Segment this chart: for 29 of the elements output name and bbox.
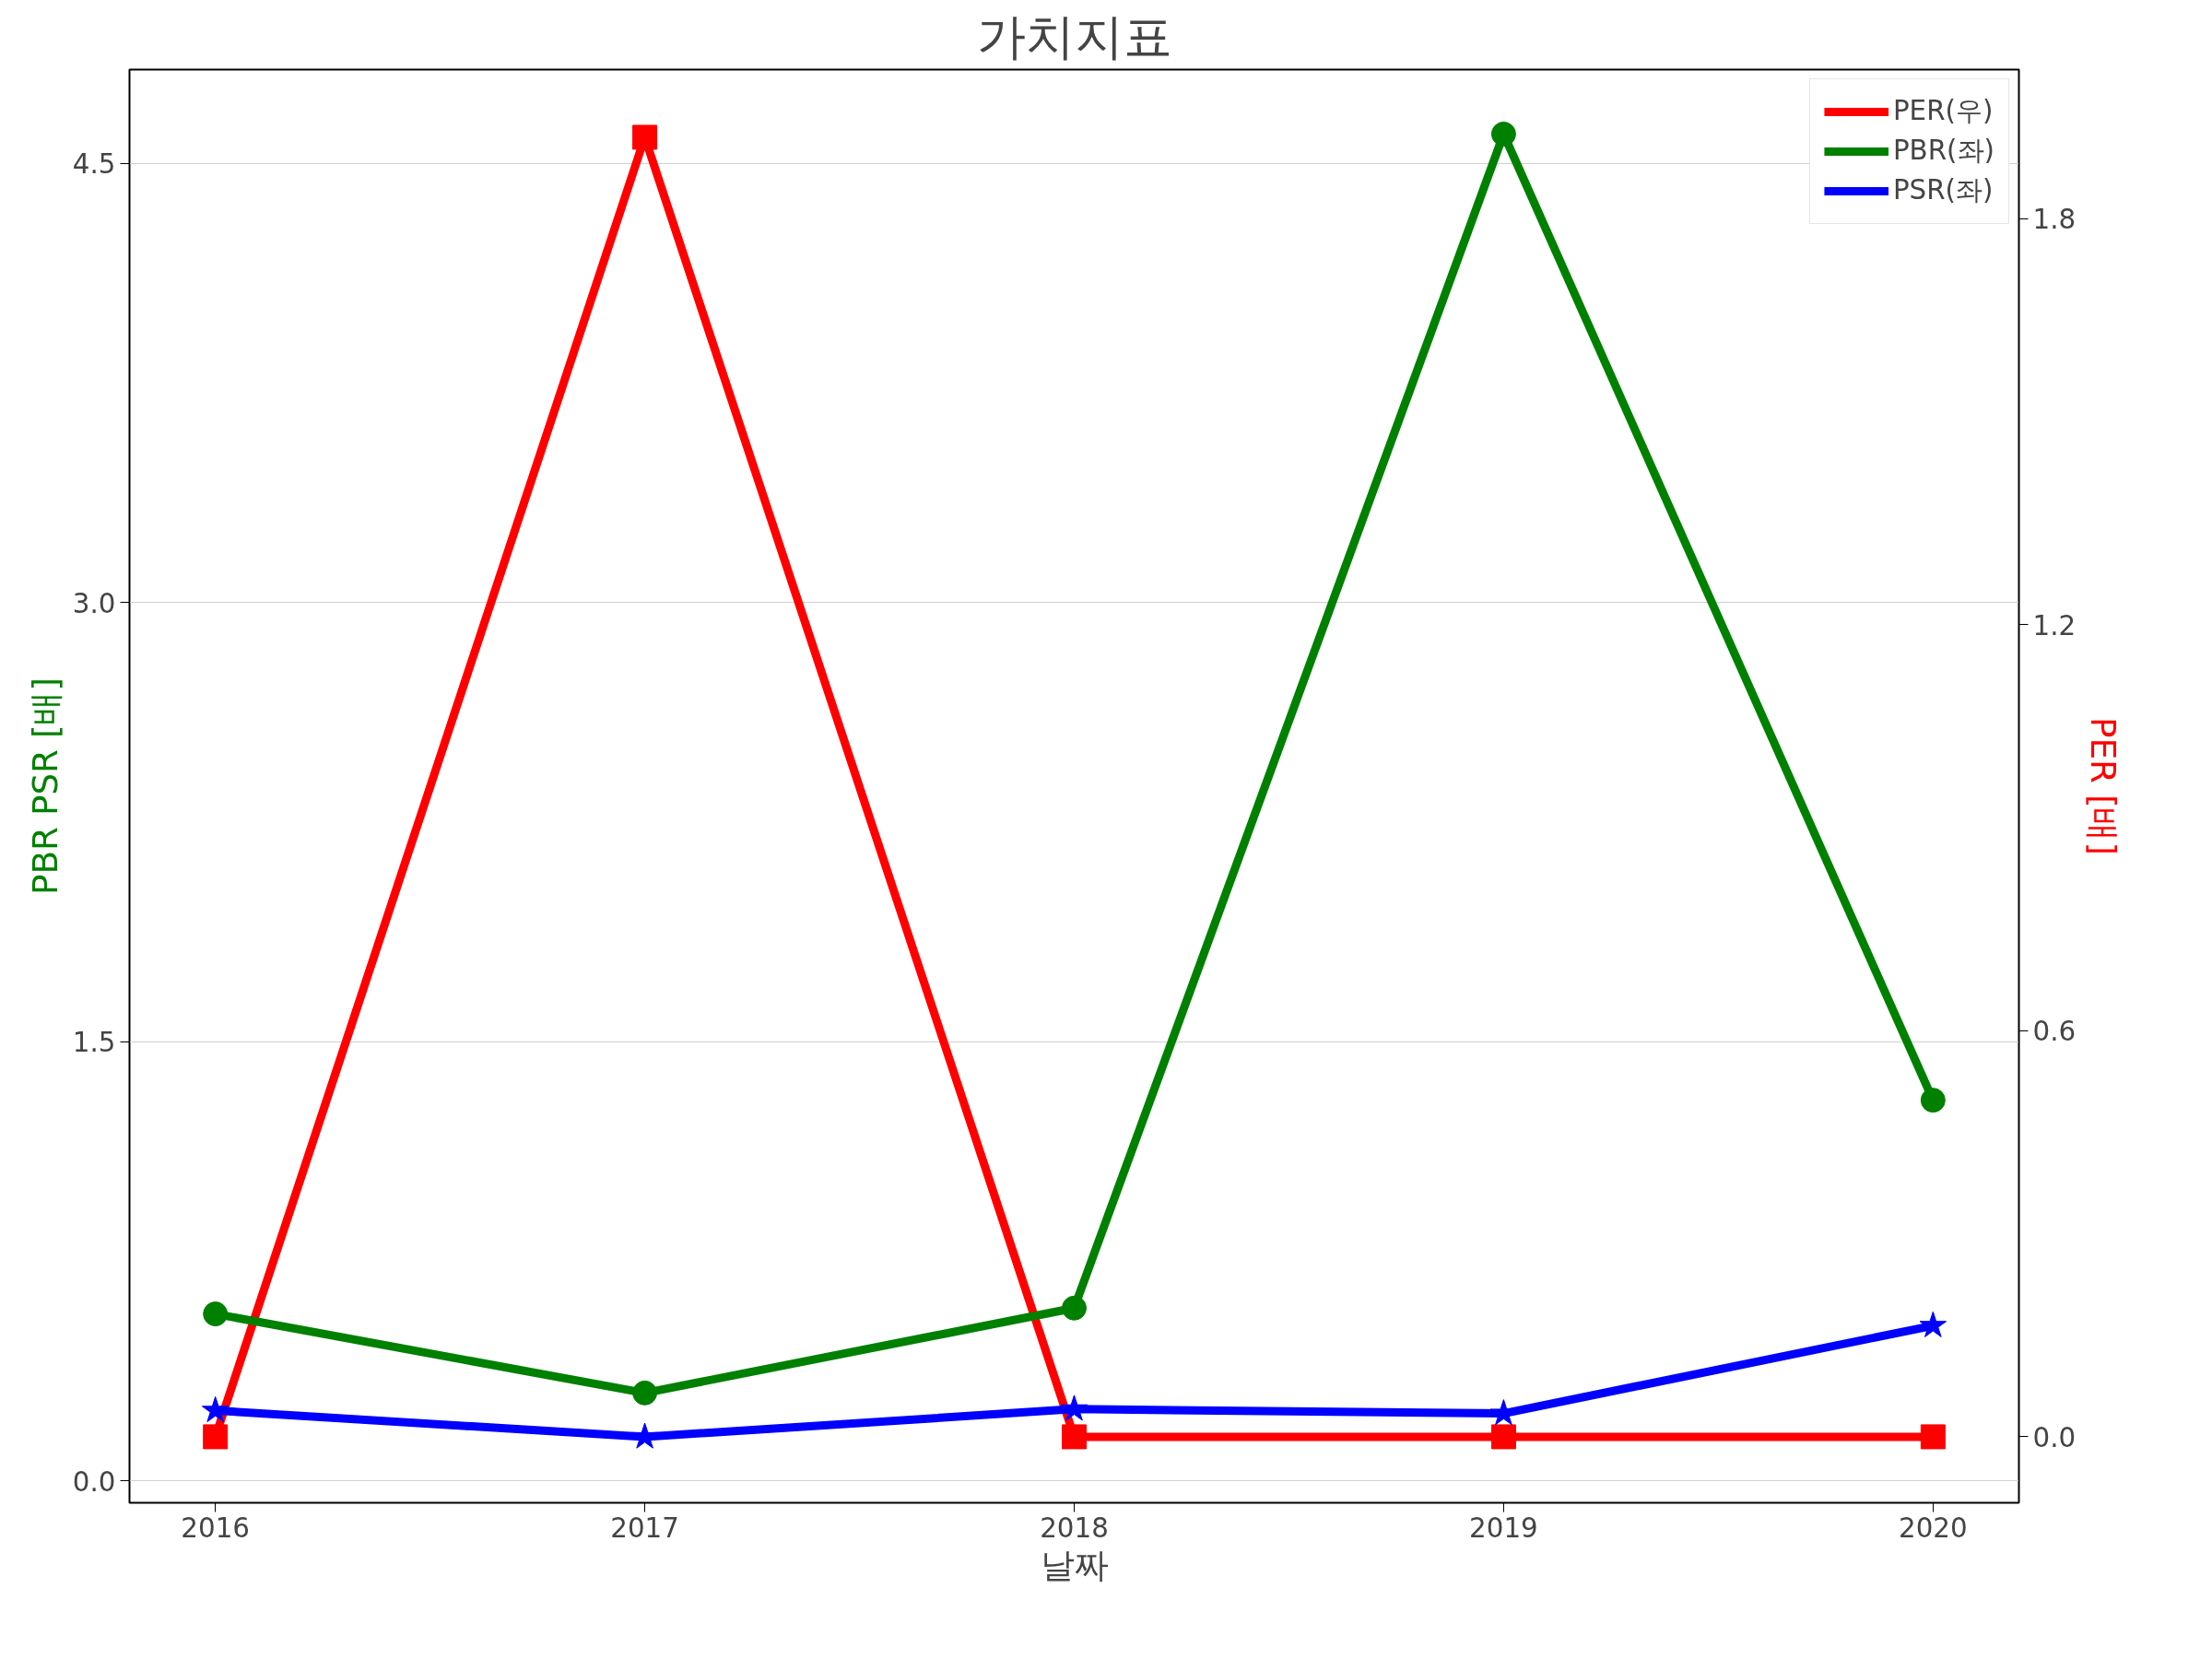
chart-title: 가치지표 <box>976 6 1172 65</box>
point <box>630 1422 659 1449</box>
legend-label: PSR(좌) <box>1892 173 1994 207</box>
legend-label: PER(우) <box>1892 94 1994 128</box>
y-axis-title: PBR PSR [배] <box>24 677 65 896</box>
point <box>1920 1088 1946 1113</box>
x-tick-label: 2019 <box>1469 1512 1538 1544</box>
point <box>1062 1295 1087 1321</box>
x-tick-label: 2017 <box>610 1512 679 1544</box>
y2-tick-label: 1.2 <box>2032 609 2077 641</box>
y2-tick-label: 0.6 <box>2032 1016 2077 1048</box>
x-tick-label: 2020 <box>1899 1512 1968 1544</box>
y-tick-label: 1.5 <box>72 1027 116 1059</box>
point <box>1919 1311 1947 1337</box>
legend-label: PBR(좌) <box>1892 134 1994 168</box>
point <box>203 1301 229 1327</box>
x-tick-label: 2018 <box>1040 1512 1109 1544</box>
y-tick-label: 3.0 <box>72 587 116 619</box>
point <box>1060 1394 1088 1421</box>
point <box>632 1380 658 1406</box>
point <box>1490 121 1516 147</box>
y2-axis-title: PER [배] <box>2083 716 2124 856</box>
y-tick-label: 4.5 <box>72 148 116 181</box>
x-axis-title: 날짜 <box>1040 1544 1109 1585</box>
x-tick-label: 2016 <box>181 1512 250 1544</box>
y2-tick-label: 1.8 <box>2032 204 2077 236</box>
point <box>201 1395 229 1423</box>
y-tick-label: 0.0 <box>72 1465 116 1498</box>
y2-tick-label: 0.0 <box>2032 1421 2077 1453</box>
